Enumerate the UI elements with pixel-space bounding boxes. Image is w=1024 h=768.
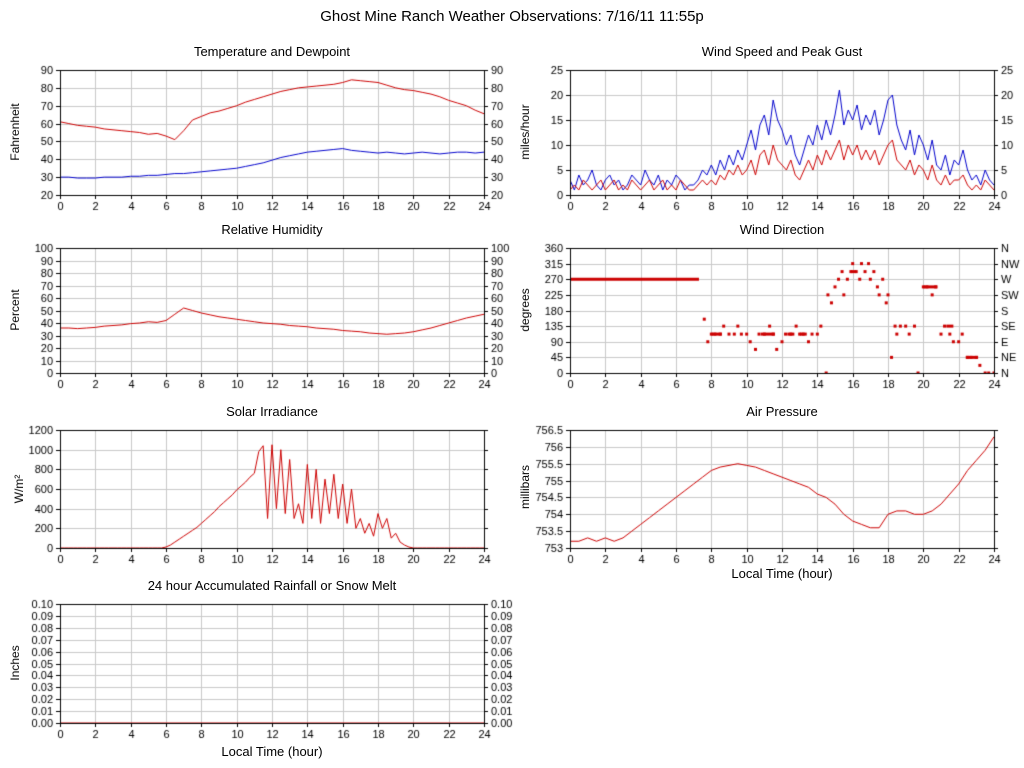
- ylabel-millibars: millibars: [518, 464, 532, 510]
- ylabel-watts-per-m2: W/m²: [12, 474, 26, 504]
- temperature-dewpoint-chart: [8, 62, 518, 220]
- ylabel-percent: Percent: [8, 289, 22, 331]
- relative-humidity-chart: [8, 240, 518, 398]
- chart-title-wind-speed-gust: Wind Speed and Peak Gust: [701, 44, 863, 59]
- solar-irradiance-chart: [8, 422, 518, 573]
- ylabel-fahrenheit: Fahrenheit: [8, 103, 22, 161]
- rainfall-chart: [8, 596, 518, 748]
- chart-title-temperature-dewpoint: Temperature and Dewpoint: [193, 44, 351, 59]
- ylabel-degrees: degrees: [518, 288, 532, 332]
- wind-speed-gust-chart: [518, 62, 1024, 220]
- chart-title-rainfall: 24 hour Accumulated Rainfall or Snow Mel…: [147, 578, 397, 593]
- chart-title-air-pressure: Air Pressure: [746, 404, 818, 419]
- xlabel-local-time-pressure: Local Time (hour): [731, 566, 833, 581]
- chart-title-relative-humidity: Relative Humidity: [221, 222, 323, 237]
- chart-title-solar-irradiance: Solar Irradiance: [226, 404, 318, 419]
- xlabel-local-time-rainfall: Local Time (hour): [221, 744, 323, 759]
- air-pressure-chart: [518, 422, 1024, 573]
- ylabel-miles-per-hour: miles/hour: [518, 104, 532, 160]
- page-title: Ghost Mine Ranch Weather Observations: 7…: [320, 8, 704, 25]
- chart-title-wind-direction: Wind Direction: [739, 222, 825, 237]
- ylabel-inches: Inches: [8, 645, 22, 681]
- wind-direction-chart: [518, 240, 1024, 398]
